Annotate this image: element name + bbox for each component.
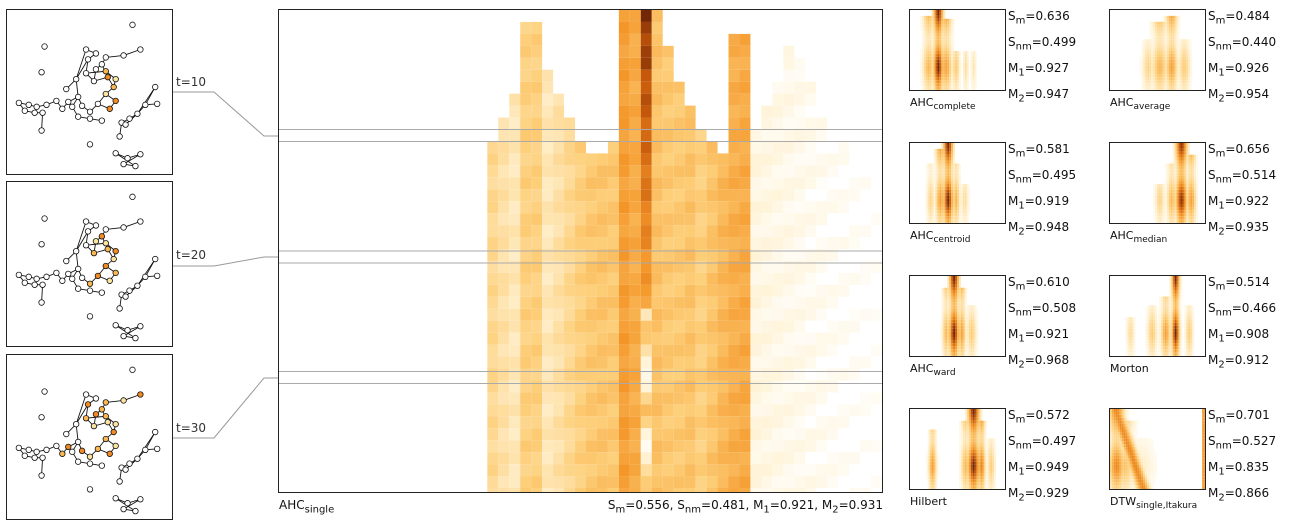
- thumbnail-heatmap-ahc-centroid: [909, 142, 1006, 224]
- thumbnail-label-ahc-average: AHCaverage: [1110, 96, 1170, 112]
- timestep-label-t20: t=20: [176, 248, 206, 262]
- thumbnail-label-ahc-median: AHCmedian: [1110, 229, 1167, 245]
- thumbnail-label-ahc-complete: AHCcomplete: [910, 96, 976, 112]
- thumbnail-label-ahc-ward: AHCward: [910, 362, 956, 378]
- main-metrics-label: Sm=0.556, Snm=0.481, M1=0.921, M2=0.931: [608, 498, 883, 515]
- timestep-label-t10: t=10: [176, 75, 206, 89]
- thumbnail-label-hilbert: Hilbert: [910, 495, 947, 508]
- thumbnail-label-morton: Morton: [1110, 362, 1149, 375]
- graph-snapshot-t20: [6, 181, 173, 347]
- thumbnail-heatmap-ahc-average: [1109, 9, 1206, 91]
- thumbnail-heatmap-hilbert: [909, 408, 1006, 490]
- graph-snapshot-t30: [6, 354, 173, 520]
- graph-snapshot-t10: [6, 9, 173, 175]
- thumbnail-label-ahc-centroid: AHCcentroid: [910, 229, 970, 245]
- thumbnail-heatmap-ahc-median: [1109, 142, 1206, 224]
- thumbnail-heatmap-ahc-ward: [909, 275, 1006, 357]
- thumbnail-heatmap-ahc-complete: [909, 9, 1006, 91]
- thumbnail-label-dtw-single-itakura: DTWsingle,Itakura: [1110, 495, 1197, 511]
- timestep-label-t30: t=30: [176, 421, 206, 435]
- thumbnail-heatmap-morton: [1109, 275, 1206, 357]
- main-method-label: AHCsingle: [279, 498, 334, 515]
- main-heatmap: [278, 9, 883, 493]
- thumbnail-heatmap-dtw-single-itakura: [1109, 408, 1206, 490]
